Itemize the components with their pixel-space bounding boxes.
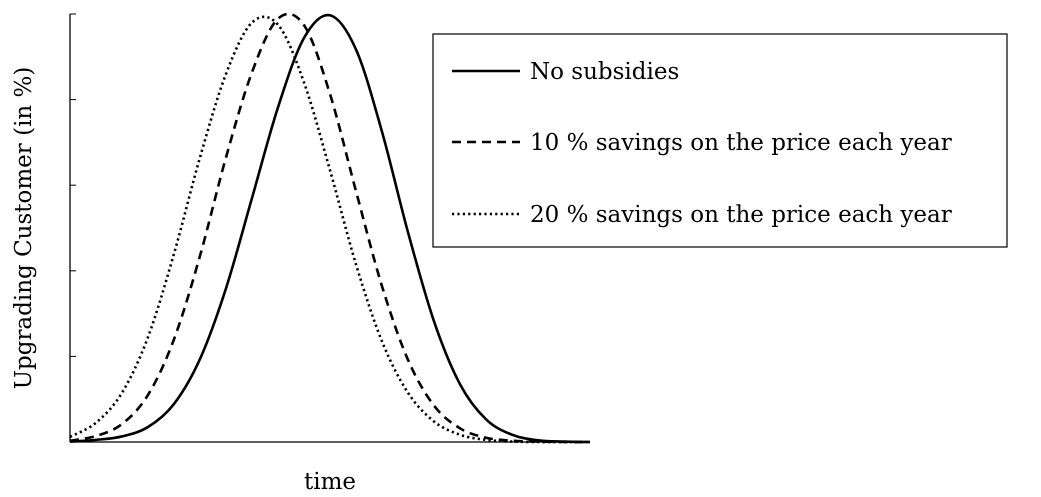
y-ticks (70, 13, 76, 443)
legend-item-dashed: 10 % savings on the price each year (452, 130, 952, 156)
legend-items: No subsidies 10 % savings on the price ea… (452, 59, 952, 228)
y-axis-title: Upgrading Customer (in %) (11, 67, 37, 390)
series-layer (69, 12, 591, 444)
legend-item-solid: No subsidies (452, 59, 679, 85)
series-line-solid (69, 13, 591, 444)
axes (69, 13, 590, 443)
legend-label-dashed: 10 % savings on the price each year (530, 130, 952, 156)
legend-item-dotted: 20 % savings on the price each year (452, 202, 952, 228)
legend-label-solid: No subsidies (530, 59, 679, 85)
series-line-dashed (69, 12, 591, 444)
legend-box (432, 33, 1008, 248)
x-axis-title: time (304, 469, 356, 495)
series-line-dotted (69, 15, 590, 444)
legend: No subsidies 10 % savings on the price ea… (432, 33, 1008, 248)
legend-label-dotted: 20 % savings on the price each year (530, 202, 952, 228)
